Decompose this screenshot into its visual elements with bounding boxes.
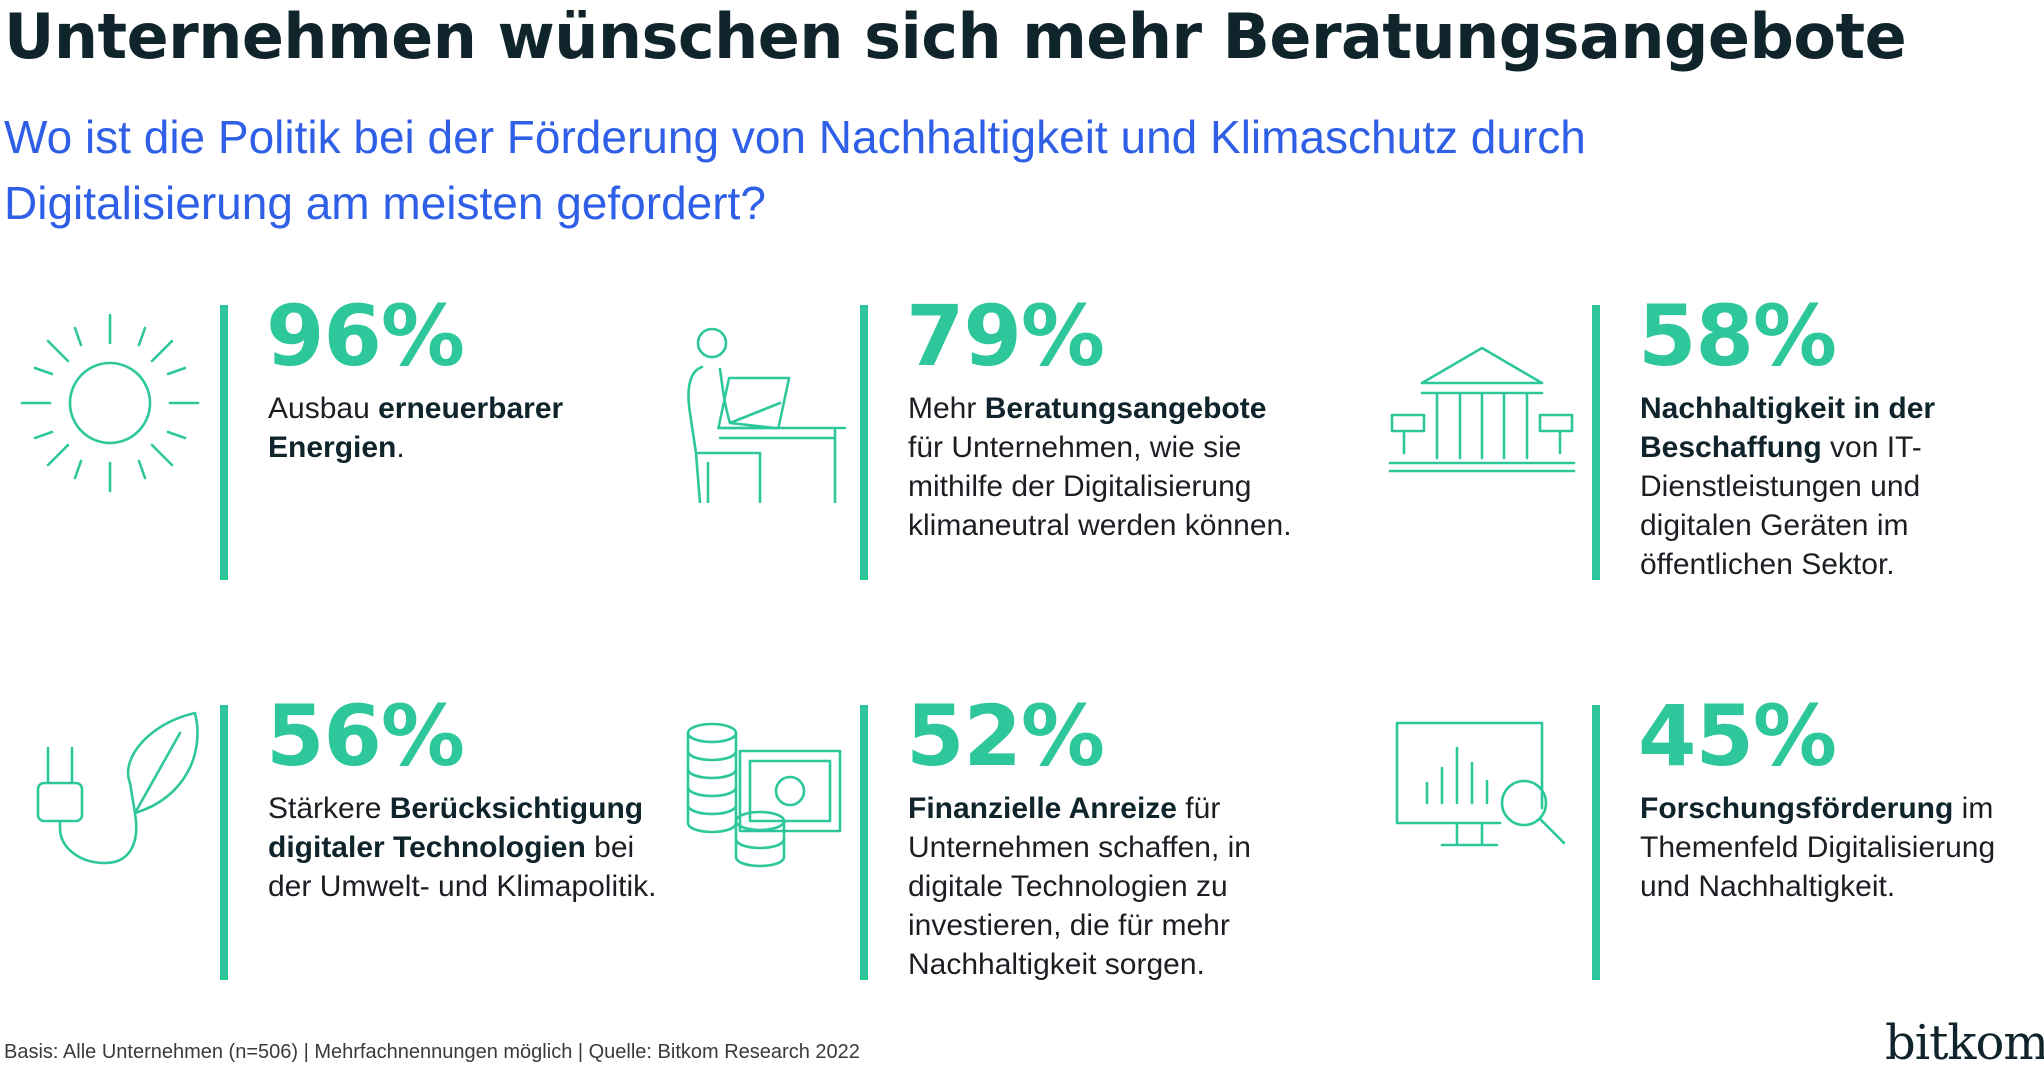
card-description: Nachhaltigkeit in der Beschaffung von IT… [1640, 392, 1936, 581]
percent-value: 56% [266, 687, 465, 785]
person-at-desk-icon [650, 303, 850, 505]
sun-icon [10, 303, 210, 503]
card-description: Mehr Beratungsangebote für Unternehmen, … [908, 392, 1292, 542]
stat-card-incentives: 52% Finanzielle Anreize für Unternehmen … [650, 687, 1290, 983]
coins-banknote-icon [650, 703, 850, 903]
accent-bar [860, 305, 868, 580]
percent-value: 45% [1638, 687, 1837, 785]
card-description: Forschungsförderung im Themenfeld Digita… [1640, 792, 1996, 903]
public-building-icon [1382, 303, 1582, 503]
bitkom-logo: bitkom [1885, 1015, 2044, 1071]
page-title: Unternehmen wünschen sich mehr Beratungs… [4, 0, 1907, 73]
page-subtitle: Wo ist die Politik bei der Förderung von… [4, 111, 1586, 229]
accent-bar [860, 705, 868, 980]
accent-bar [1592, 305, 1600, 580]
stat-card-technologies: 56% Stärkere Berücksichtigung digitaler … [10, 687, 656, 983]
card-description: Ausbau erneuerbarer Energien. [268, 392, 564, 464]
card-description: Stärkere Berücksichtigung digitaler Tech… [268, 792, 657, 903]
source-note: Basis: Alle Unternehmen (n=506) | Mehrfa… [4, 1041, 860, 1063]
stat-card-renewables: 96% Ausbau erneuerbarer Energien. [10, 287, 650, 583]
stat-card-procurement: 58% Nachhaltigkeit in der Beschaffung vo… [1382, 287, 2022, 583]
accent-bar [220, 705, 228, 980]
stat-card-research: 45% Forschungsförderung im Themenfeld Di… [1382, 687, 2022, 983]
percent-value: 58% [1638, 287, 1837, 385]
accent-bar [1592, 705, 1600, 980]
percent-value: 96% [266, 287, 465, 385]
percent-value: 52% [906, 687, 1105, 785]
plug-leaf-icon [10, 703, 210, 903]
accent-bar [220, 305, 228, 580]
percent-value: 79% [906, 287, 1105, 385]
stat-card-consulting: 79% Mehr Beratungsangebote für Unternehm… [650, 287, 1292, 583]
monitor-magnifier-icon [1382, 703, 1582, 903]
card-description: Finanzielle Anreize für Unternehmen scha… [908, 792, 1251, 981]
